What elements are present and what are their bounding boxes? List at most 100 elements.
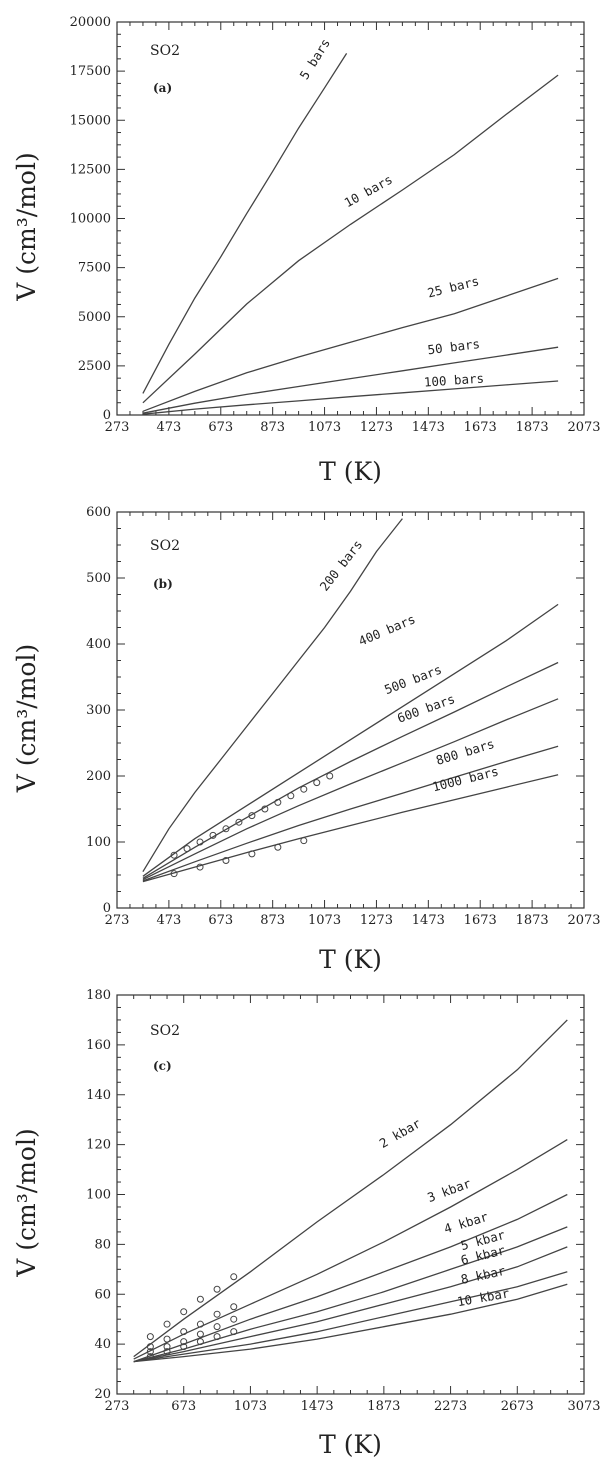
y-tick-label: 60 [94,1287,111,1302]
y-tick-label: 500 [86,571,111,586]
data-point [213,1310,221,1318]
data-point [300,785,308,793]
series-line [142,346,559,414]
x-tick-label: 273 [105,1399,130,1414]
series-line [142,661,559,879]
series-label: 50 bars [427,336,481,357]
y-axis-title: V (cm³/mol) [12,644,41,793]
panel-letter: (b) [153,577,173,591]
x-tick-label: 1873 [516,913,549,928]
data-point [222,825,230,833]
x-tick-label: 873 [260,913,285,928]
x-tick-label: 273 [105,420,130,435]
data-point [196,1330,204,1338]
series-line [133,1019,568,1358]
x-tick-label: 673 [171,1399,196,1414]
series-line [133,1226,568,1363]
series-label: 10 kbar [456,1285,511,1309]
series-label: 800 bars [434,736,496,768]
x-axis-title: T (K) [319,1430,382,1459]
data-point [180,1328,188,1336]
x-tick-label: 673 [208,420,233,435]
y-tick-label: 20000 [70,15,111,30]
series-line [142,518,403,873]
series-label: 400 bars [356,611,417,648]
y-axis-title: V (cm³/mol) [12,152,41,301]
series-line [142,277,559,412]
data-point [180,1338,188,1346]
data-point [287,792,295,800]
x-tick-label: 673 [208,913,233,928]
data-point [196,863,204,871]
x-tick-label: 1473 [301,1399,334,1414]
data-point [196,838,204,846]
y-tick-label: 200 [86,769,111,784]
data-point [230,1315,238,1323]
data-point [274,843,282,851]
series-line [142,74,559,404]
panel-letter: (a) [153,81,172,95]
x-tick-label: 1473 [412,913,445,928]
y-tick-label: 2500 [78,359,111,374]
series-label: 25 bars [426,273,481,300]
x-tick-label: 2273 [434,1399,467,1414]
data-point [146,1353,154,1361]
y-tick-label: 17500 [70,64,111,79]
x-tick-label: 1473 [412,420,445,435]
data-point [213,1323,221,1331]
panel-formula: SO2 [150,43,180,59]
x-tick-label: 273 [105,913,130,928]
data-point [230,1328,238,1336]
y-tick-label: 600 [86,505,111,520]
x-tick-label: 2073 [567,420,600,435]
panel-formula: SO2 [150,1023,180,1039]
series-label: 600 bars [395,691,457,726]
data-point [213,1333,221,1341]
data-point [146,1343,154,1351]
y-tick-label: 140 [86,1088,111,1103]
series-label: 1000 bars [431,763,500,794]
data-point [261,805,269,813]
y-tick-label: 160 [86,1038,111,1053]
y-tick-label: 400 [86,637,111,652]
chart-panel-1: 273 473 673 873 1073 1273 1473 1673 1873 2073 0 250… [12,15,601,486]
data-point [326,772,334,780]
data-point [170,851,178,859]
y-tick-label: 100 [86,835,111,850]
data-point [146,1348,154,1356]
y-tick-label: 80 [94,1237,111,1252]
x-tick-label: 2673 [501,1399,534,1414]
data-point [274,798,282,806]
data-point [170,870,178,878]
data-point [300,837,308,845]
series-line [142,698,559,881]
y-tick-label: 0 [103,408,111,423]
x-tick-label: 1273 [360,913,393,928]
x-tick-label: 1873 [367,1399,400,1414]
x-tick-label: 1073 [308,913,341,928]
data-point [146,1333,154,1341]
data-point [196,1338,204,1346]
data-point [196,1295,204,1303]
data-point [163,1320,171,1328]
series-line [142,774,559,883]
y-axis-title: V (cm³/mol) [12,1128,41,1277]
series-line [142,603,559,877]
y-tick-label: 15000 [70,113,111,128]
series-label: 500 bars [382,662,444,698]
series-label: 200 bars [317,537,366,594]
x-tick-label: 873 [260,420,285,435]
y-tick-label: 12500 [70,162,111,177]
series-label: 2 kbar [377,1115,424,1151]
y-tick-label: 7500 [78,261,111,276]
plot-frame [116,994,585,1395]
plot-frame [116,511,585,909]
series-line [133,1139,568,1360]
y-tick-label: 300 [86,703,111,718]
x-tick-label: 1873 [516,420,549,435]
data-point [248,850,256,858]
panel-letter: (c) [153,1059,172,1073]
data-point [209,831,217,839]
x-tick-label: 1673 [464,420,497,435]
